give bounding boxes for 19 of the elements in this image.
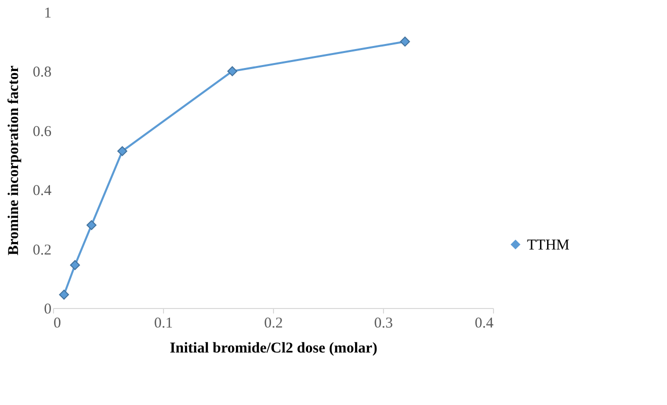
point (117, 146, 128, 156)
x-tick-label: 0.3 (374, 316, 393, 332)
x-tick-label: 0.4 (474, 316, 494, 332)
point (400, 36, 410, 47)
legend-label: TTHM (527, 238, 570, 254)
y-axis-title: Bromine incorporation factor (6, 65, 22, 256)
x-tick-label: 0.2 (264, 316, 283, 332)
point (227, 66, 238, 76)
y-tick-label: 0.6 (32, 124, 52, 140)
y-tick-label: 0.4 (32, 183, 52, 200)
x-tick-label: 0.1 (154, 316, 173, 332)
y-tick-label: 1 (44, 6, 52, 22)
y-tick-label: 0.2 (32, 242, 52, 258)
y-tick-label: 0 (44, 302, 52, 318)
point (70, 260, 80, 270)
point (86, 220, 96, 230)
x-axis-title: Initial bromide/Cl2 dose (molar) (170, 340, 378, 356)
point (59, 290, 69, 300)
y-tick-label: 0.8 (32, 64, 52, 81)
